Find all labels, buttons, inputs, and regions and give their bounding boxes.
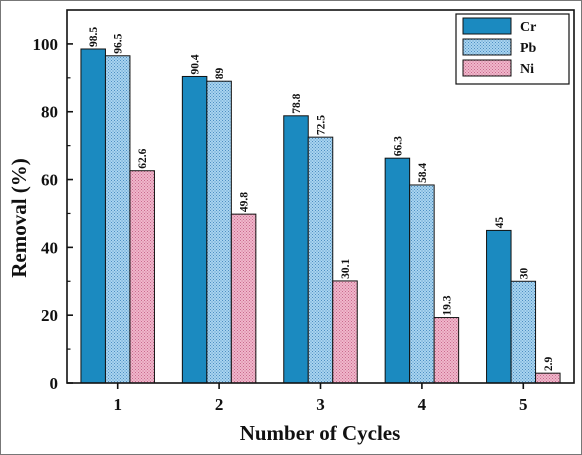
data-label-cr-cycle-1: 98.5 bbox=[88, 27, 100, 47]
x-axis-title: Number of Cycles bbox=[240, 421, 401, 445]
legend-swatch-pb bbox=[462, 38, 512, 56]
bar-pb-cycle-4 bbox=[409, 184, 435, 384]
bar-pb-cycle-2 bbox=[206, 80, 232, 384]
y-tick-label: 80 bbox=[41, 103, 58, 122]
x-tick-label: 3 bbox=[316, 395, 325, 414]
bar-ni-cycle-3 bbox=[332, 280, 358, 384]
data-label-ni-cycle-5: 2.9 bbox=[543, 357, 555, 372]
legend: Cr Pb Ni bbox=[455, 13, 570, 85]
bar-cr-cycle-1 bbox=[80, 48, 106, 384]
bar-cr-cycle-5 bbox=[486, 229, 512, 384]
x-tick-label: 2 bbox=[215, 395, 224, 414]
data-label-pb-cycle-2: 89 bbox=[214, 67, 226, 79]
legend-swatch-ni bbox=[462, 59, 512, 77]
legend-label-cr: Cr bbox=[520, 20, 536, 35]
y-tick-label: 60 bbox=[41, 171, 58, 190]
y-tick-label: 40 bbox=[41, 238, 58, 257]
y-tick-label: 0 bbox=[50, 374, 59, 393]
x-tick-label: 5 bbox=[519, 395, 528, 414]
data-label-cr-cycle-4: 66.3 bbox=[392, 136, 404, 156]
data-label-cr-cycle-3: 78.8 bbox=[291, 93, 303, 113]
legend-swatch-cr bbox=[462, 17, 512, 35]
bar-ni-cycle-5 bbox=[535, 372, 561, 384]
data-label-pb-cycle-1: 96.5 bbox=[113, 33, 125, 53]
bar-ni-cycle-2 bbox=[230, 213, 257, 384]
bar-cr-cycle-2 bbox=[181, 75, 208, 384]
data-label-ni-cycle-2: 49.8 bbox=[239, 192, 251, 212]
bar-cr-cycle-4 bbox=[384, 157, 411, 384]
data-label-pb-cycle-4: 58.4 bbox=[417, 163, 429, 183]
data-label-ni-cycle-1: 62.6 bbox=[137, 148, 149, 168]
data-label-ni-cycle-3: 30.1 bbox=[340, 259, 352, 279]
y-tick-label: 20 bbox=[41, 306, 58, 325]
data-label-pb-cycle-5: 30 bbox=[518, 268, 530, 280]
x-tick-label: 4 bbox=[418, 395, 427, 414]
bars-layer: 98.5 96.5 62.6 90.4 89 49.8 78.8 72.5 30.1 66.3 58… bbox=[80, 27, 561, 384]
legend-label-ni: Ni bbox=[520, 62, 534, 77]
bar-ni-cycle-1 bbox=[129, 170, 155, 384]
y-axis-title: Removal (%) bbox=[7, 158, 31, 278]
x-tick-label: 1 bbox=[113, 395, 122, 414]
bar-pb-cycle-3 bbox=[307, 136, 334, 384]
bar-ni-cycle-4 bbox=[433, 317, 460, 384]
data-label-ni-cycle-4: 19.3 bbox=[441, 295, 453, 315]
data-label-cr-cycle-5: 45 bbox=[494, 217, 506, 229]
data-label-cr-cycle-2: 90.4 bbox=[190, 54, 202, 74]
data-label-pb-cycle-3: 72.5 bbox=[316, 115, 328, 135]
bar-pb-cycle-5 bbox=[510, 280, 537, 384]
bar-cr-cycle-3 bbox=[283, 115, 309, 384]
legend-label-pb: Pb bbox=[520, 41, 537, 56]
y-tick-label: 100 bbox=[33, 35, 59, 54]
bar-pb-cycle-1 bbox=[104, 55, 131, 384]
